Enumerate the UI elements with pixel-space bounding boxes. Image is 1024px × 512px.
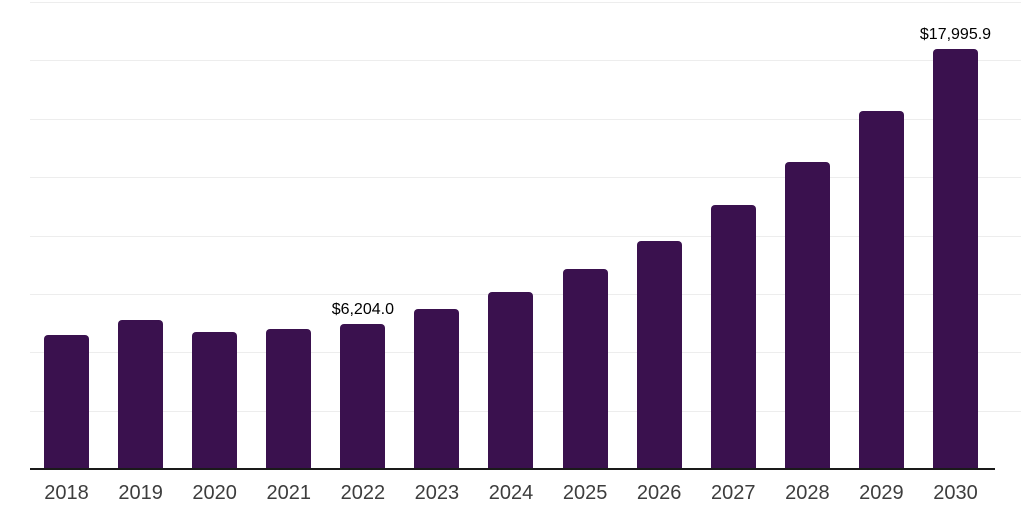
data-value-label: $17,995.9 <box>919 25 992 43</box>
bar-2026 <box>636 240 682 469</box>
x-axis-tick-label: 2022 <box>340 482 386 504</box>
gridline <box>30 235 1021 237</box>
gridline <box>30 177 1021 179</box>
data-value-label: $6,204.0 <box>331 301 394 319</box>
bar-2027 <box>710 204 756 469</box>
bar-2020 <box>192 332 238 469</box>
x-axis-line <box>30 468 995 470</box>
x-axis-tick-label: 2029 <box>859 482 904 504</box>
bar-2022 <box>340 324 386 469</box>
x-axis-tick-label: 2024 <box>488 482 534 504</box>
x-axis-tick-label: 2020 <box>192 482 237 504</box>
x-axis-tick-label: 2027 <box>710 482 756 504</box>
gridline <box>30 118 1021 120</box>
x-axis-tick-label: 2023 <box>414 482 460 504</box>
bar-2018 <box>44 335 89 469</box>
bar-2023 <box>414 309 460 469</box>
x-axis-tick-label: 2025 <box>562 482 608 504</box>
bar-2030 <box>932 48 978 469</box>
plot-area <box>30 2 1021 469</box>
x-axis-tick-label: 2018 <box>44 482 89 504</box>
x-axis-tick-label: 2019 <box>118 482 163 504</box>
bar-2028 <box>784 162 830 469</box>
bar-2021 <box>266 329 312 469</box>
x-axis-tick-label: 2030 <box>933 482 978 504</box>
bar-2029 <box>858 110 904 469</box>
x-axis-tick-label: 2028 <box>785 482 830 504</box>
gridline <box>30 2 1021 3</box>
x-axis-tick-label: 2021 <box>266 482 311 504</box>
x-axis-tick-label: 2026 <box>636 482 682 504</box>
gridline <box>30 60 1021 62</box>
bar-2025 <box>562 269 608 469</box>
bar-2019 <box>118 320 164 469</box>
bar-2024 <box>488 291 534 469</box>
